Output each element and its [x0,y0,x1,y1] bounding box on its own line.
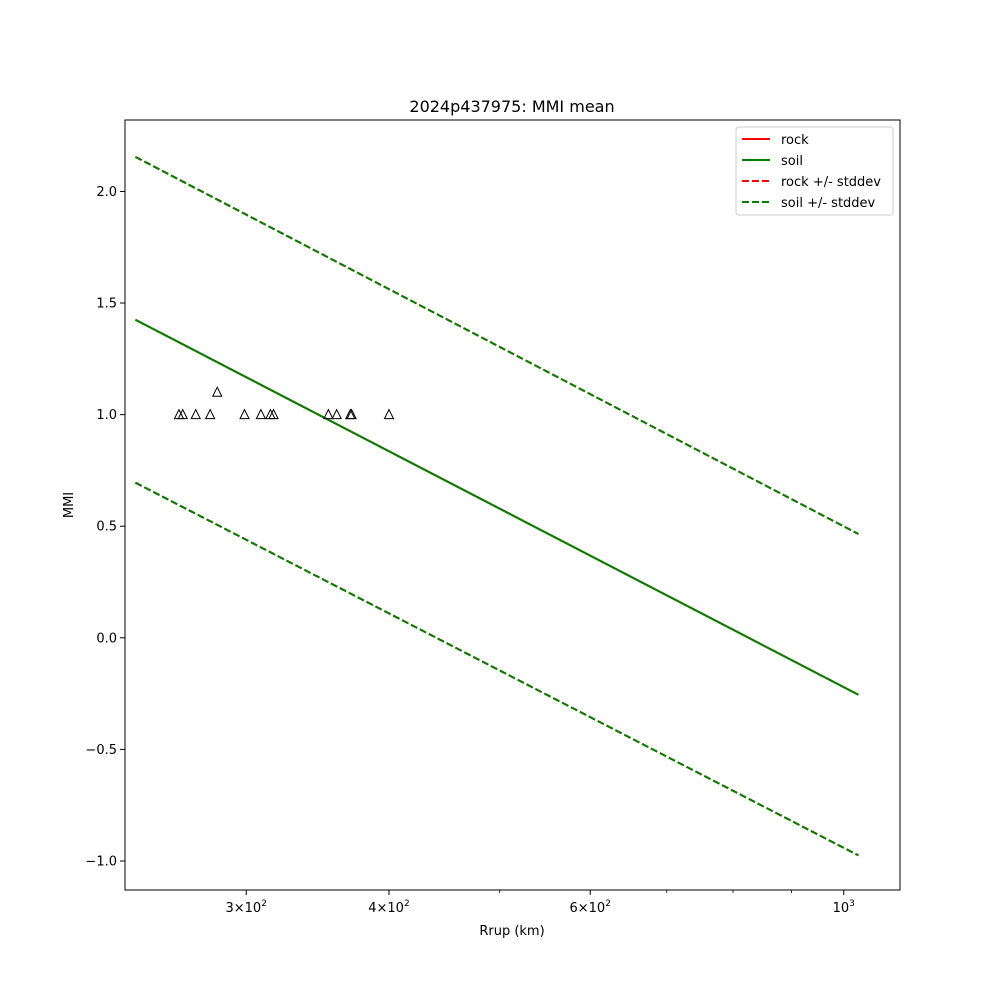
y-axis-label: MMI [62,492,77,518]
x-tick-label: 3×102 [225,899,266,916]
x-axis: 3×102 4×102 6×102 103 [225,890,855,916]
legend-label: rock +/- stddev [781,175,881,190]
observation-marker [323,408,334,420]
observation-marker [190,408,202,420]
x-tick-label: 6×102 [569,899,610,916]
y-tick-label: 0.5 [96,520,117,535]
observation-marker [383,408,395,420]
axes-frame [124,119,901,891]
observation-marker [177,408,189,420]
x-tick-label: 103 [833,899,855,916]
observation-marker [211,386,223,397]
observation-marker [255,408,267,420]
observation-marker [265,408,276,420]
y-tick-label: 0.0 [96,631,117,646]
legend: rock soil rock +/- stddev soil +/- stddev [735,126,894,216]
legend-box [735,126,894,216]
observation-marker [268,408,279,420]
y-tick-label: 1.0 [96,408,117,423]
observation-marker [239,408,250,420]
observation-marker [346,408,357,420]
y-tick-label: 1.5 [96,297,117,312]
legend-label: soil +/- stddev [781,196,876,211]
y-tick-label: −0.5 [85,743,117,758]
y-axis: −1.0 −0.5 0.0 0.5 1.0 1.5 2.0 [85,185,125,869]
x-tick-label: 4×102 [368,899,409,916]
observation-marker [331,408,342,420]
y-tick-label: 2.0 [96,185,117,200]
legend-label: soil [781,154,803,169]
observation-marker [204,408,216,420]
legend-label: rock [781,133,809,148]
x-axis-label: Rrup (km) [479,924,544,939]
plot-area [134,155,859,857]
chart-title: 2024p437975: MMI mean [409,97,614,116]
series-soil-mean-line [134,318,859,696]
series-soil-stddev-lower-line [134,481,859,857]
series-soil-stddev-upper-line [134,155,859,535]
y-tick-label: −1.0 [85,854,117,869]
